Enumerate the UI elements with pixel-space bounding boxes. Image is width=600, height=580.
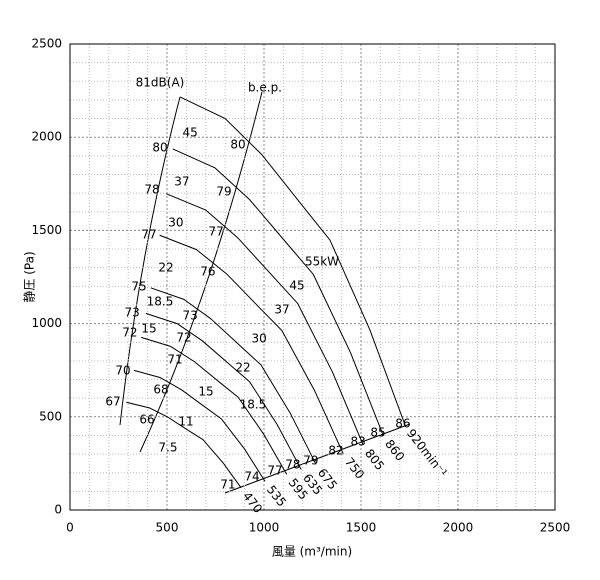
y-tick-label: 0	[54, 503, 62, 517]
annotation: 75	[131, 280, 146, 294]
annotation: 82	[328, 443, 343, 457]
annotation: 77	[267, 464, 282, 478]
annotation: 86	[395, 417, 410, 431]
annotation: 55kW	[305, 255, 339, 269]
annotation: 18.5	[147, 294, 174, 308]
annotation: 81dB(A)	[136, 75, 185, 89]
noise-boundary	[119, 96, 181, 426]
annotation: 71	[167, 352, 182, 366]
x-tick-label: 2000	[443, 521, 474, 535]
annotation: 37	[274, 302, 289, 316]
y-tick-label: 1500	[31, 223, 62, 237]
x-tick-label: 1000	[249, 521, 280, 535]
annotation: 83	[350, 434, 365, 448]
x-tick-label: 0	[66, 521, 74, 535]
annotation: 77	[141, 228, 156, 242]
annotation: 45	[182, 126, 197, 140]
annotation: 7.5	[158, 440, 177, 454]
annotation: 18.5	[240, 398, 267, 412]
rpm-label: 920min⁻¹	[404, 426, 450, 479]
annotation: 72	[176, 330, 191, 344]
annotation: 66	[139, 412, 154, 426]
annotation: 37	[174, 174, 189, 188]
x-tick-label: 1500	[346, 521, 377, 535]
rpm-label: 805	[362, 446, 387, 473]
annotation: 77	[208, 225, 223, 239]
rpm-label: 470	[240, 489, 265, 516]
annotation: 68	[153, 382, 168, 396]
annotation: 30	[252, 332, 267, 346]
annotation: 73	[182, 308, 197, 322]
annotation: 71	[220, 478, 235, 492]
annotation: 78	[285, 458, 300, 472]
fan-curve	[126, 401, 242, 489]
annotation: 79	[216, 185, 231, 199]
x-axis-label: 風量 (m³/min)	[272, 545, 352, 559]
fan-curve	[166, 193, 364, 446]
rpm-label: 750	[342, 455, 367, 482]
annotation: 15	[198, 385, 213, 399]
y-axis-label: 静圧 (Pa)	[23, 251, 37, 302]
y-tick-label: 2500	[31, 37, 62, 51]
annotation: 73	[124, 305, 139, 319]
fan-curve	[141, 336, 288, 475]
annotation: 76	[200, 264, 215, 278]
x-tick-label: 2500	[540, 521, 571, 535]
annotation: 80	[152, 141, 167, 155]
annotation: 79	[303, 453, 318, 467]
y-tick-label: 500	[39, 409, 62, 423]
x-tick-label: 500	[156, 521, 179, 535]
annotation: 78	[144, 182, 159, 196]
annotation: 70	[115, 363, 130, 377]
fan-curve	[172, 148, 384, 436]
annotation: 85	[370, 426, 385, 440]
rpm-label: 860	[382, 437, 407, 464]
annotation: 11	[178, 415, 193, 429]
annotation: 30	[168, 215, 183, 229]
fan-curve	[179, 96, 406, 426]
annotation: 74	[244, 470, 259, 484]
fan-curve	[150, 287, 317, 465]
plot-frame	[69, 43, 556, 511]
annotation: 72	[122, 325, 137, 339]
y-tick-label: 1000	[31, 316, 62, 330]
annotation: b.e.p.	[248, 80, 282, 94]
y-tick-label: 2000	[31, 130, 62, 144]
annotation: 15	[141, 322, 156, 336]
annotation: 80	[230, 138, 245, 152]
fan-curve	[133, 369, 266, 482]
fan-curve	[145, 312, 302, 470]
annotation: 22	[235, 360, 250, 374]
annotation: 45	[289, 278, 304, 292]
fan-curve	[159, 234, 344, 454]
annotation: 22	[158, 261, 173, 275]
rpm-label: 535	[264, 483, 289, 510]
annotation: 67	[105, 395, 120, 409]
